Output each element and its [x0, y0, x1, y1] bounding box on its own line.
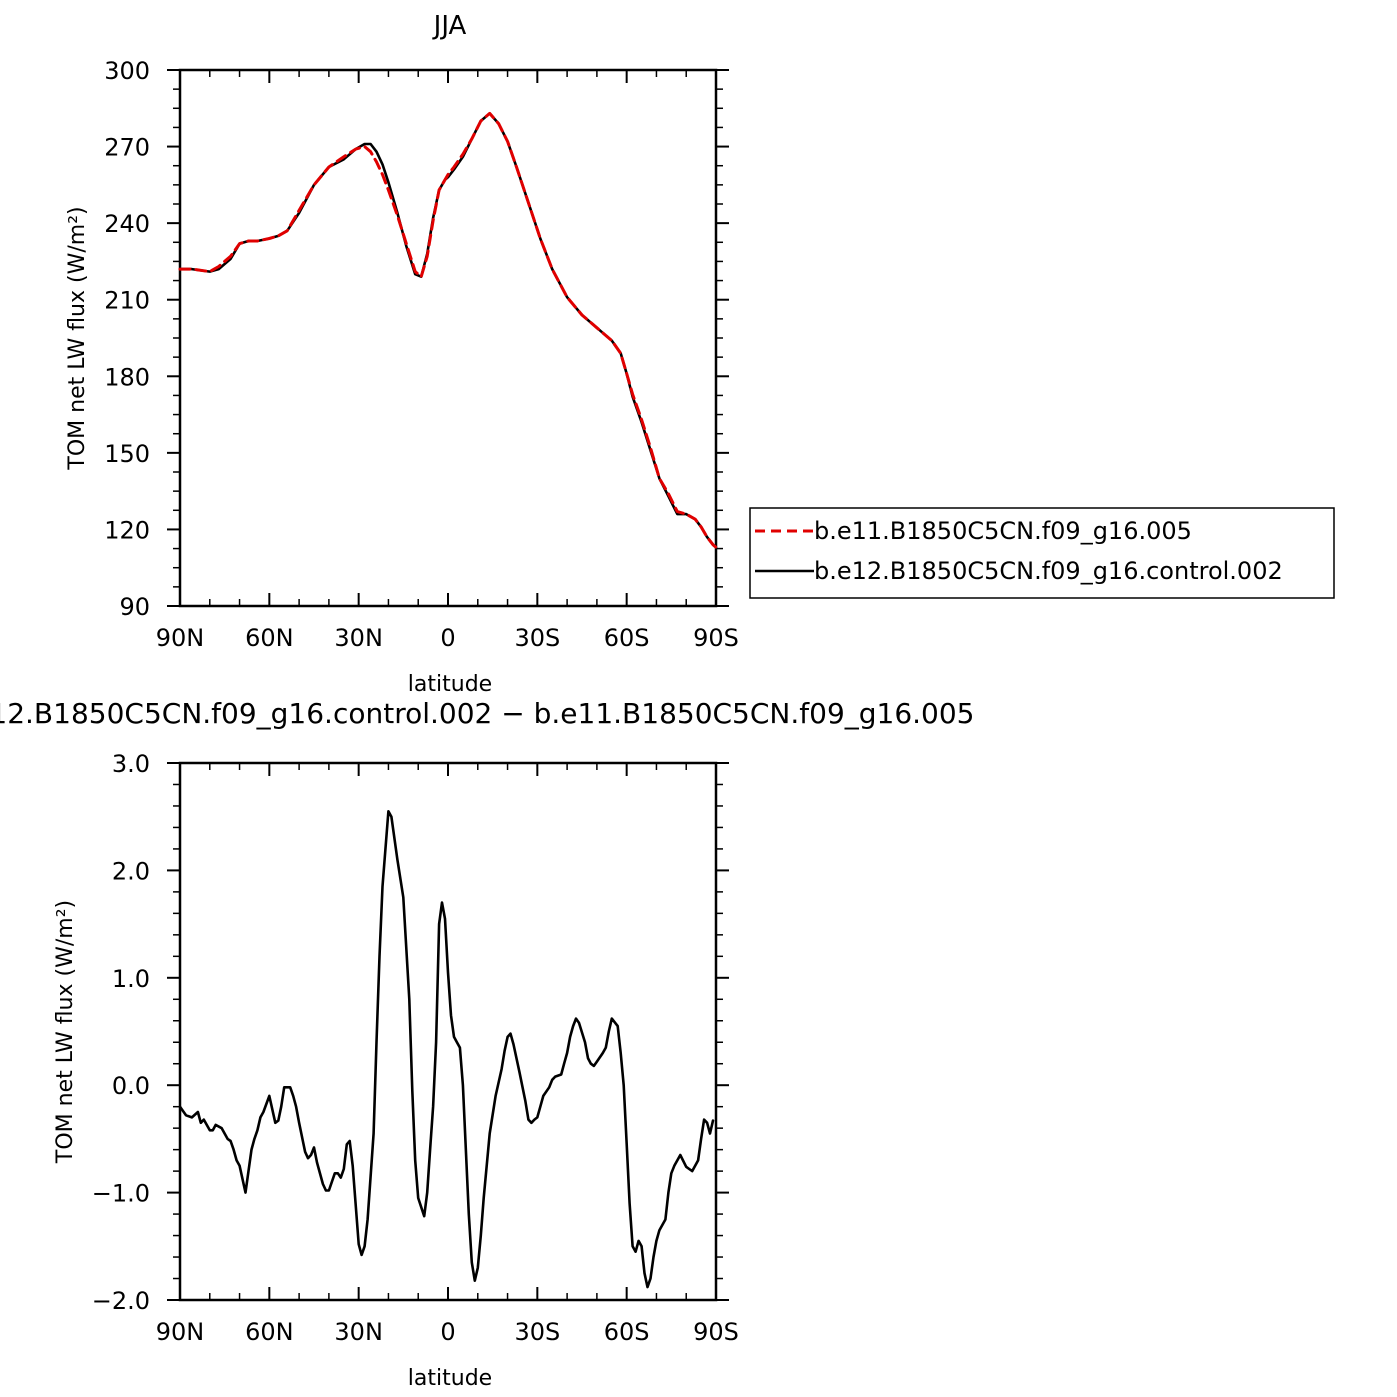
y-tick-labels: −2.0 −1.0 0.0 1.0 2.0 3.0 [92, 750, 150, 1315]
top-chart: JJA TOM net LW flux (W/m²) latitude 90N 6… [65, 11, 739, 697]
x-tick-label: 30N [334, 1318, 383, 1346]
y-tick-label: 0.0 [112, 1072, 150, 1100]
y-tick-label: 210 [104, 287, 150, 315]
y-tick-label: 240 [104, 210, 150, 238]
y-tick-labels: 90 120 150 180 210 240 270 300 [104, 57, 150, 621]
legend: b.e11.B1850C5CN.f09_g16.005 b.e12.B1850C… [749, 507, 1335, 599]
chart-title: b.e12.B1850C5CN.f09_g16.control.002 − b.… [0, 697, 975, 730]
x-tick-label: 30N [334, 624, 383, 652]
series-line [178, 111, 718, 549]
x-tick-label: 0 [440, 624, 455, 652]
y-tick-label: 90 [119, 593, 150, 621]
data-series [178, 809, 715, 1289]
y-axis-label: TOM net LW flux (W/m²) [65, 206, 90, 470]
x-tick-label: 90N [156, 1318, 205, 1346]
y-tick-label: −2.0 [92, 1287, 150, 1315]
x-tick-label: 0 [440, 1318, 455, 1346]
y-tick-label: 150 [104, 440, 150, 468]
series-line [178, 112, 718, 549]
x-tick-label: 90S [693, 1318, 739, 1346]
x-tick-label: 60N [245, 1318, 294, 1346]
y-tick-label: 180 [104, 363, 150, 391]
x-tick-labels: 90N 60N 30N 0 30S 60S 90S [156, 1318, 739, 1346]
x-tick-label: 90S [693, 624, 739, 652]
x-tick-label: 60N [245, 624, 294, 652]
plot-frame [178, 761, 718, 1302]
x-tick-label: 60S [604, 624, 650, 652]
y-tick-label: 1.0 [112, 965, 150, 993]
y-tick-label: −1.0 [92, 1180, 150, 1208]
data-series [178, 111, 718, 549]
tick-marks [167, 762, 729, 1301]
y-tick-label: 270 [104, 134, 150, 162]
tick-marks [167, 69, 729, 607]
x-tick-labels: 90N 60N 30N 0 30S 60S 90S [156, 624, 739, 652]
y-axis-label: TOM net LW flux (W/m²) [53, 900, 78, 1164]
y-tick-label: 3.0 [112, 750, 150, 778]
x-axis-label: latitude [408, 1366, 492, 1391]
legend-label: b.e12.B1850C5CN.f09_g16.control.002 [814, 557, 1283, 585]
y-tick-label: 300 [104, 57, 150, 85]
y-tick-label: 120 [104, 516, 150, 544]
plot-frame [178, 68, 718, 608]
x-tick-label: 60S [604, 1318, 650, 1346]
bottom-chart: b.e12.B1850C5CN.f09_g16.control.002 − b.… [0, 697, 975, 1391]
legend-label: b.e11.B1850C5CN.f09_g16.005 [814, 517, 1192, 545]
series-line [178, 809, 715, 1289]
chart-title: JJA [432, 11, 467, 41]
x-tick-label: 30S [514, 624, 560, 652]
x-axis-label: latitude [408, 672, 492, 697]
x-tick-label: 90N [156, 624, 205, 652]
legend-box [749, 507, 1335, 599]
x-tick-label: 30S [514, 1318, 560, 1346]
y-tick-label: 2.0 [112, 857, 150, 885]
